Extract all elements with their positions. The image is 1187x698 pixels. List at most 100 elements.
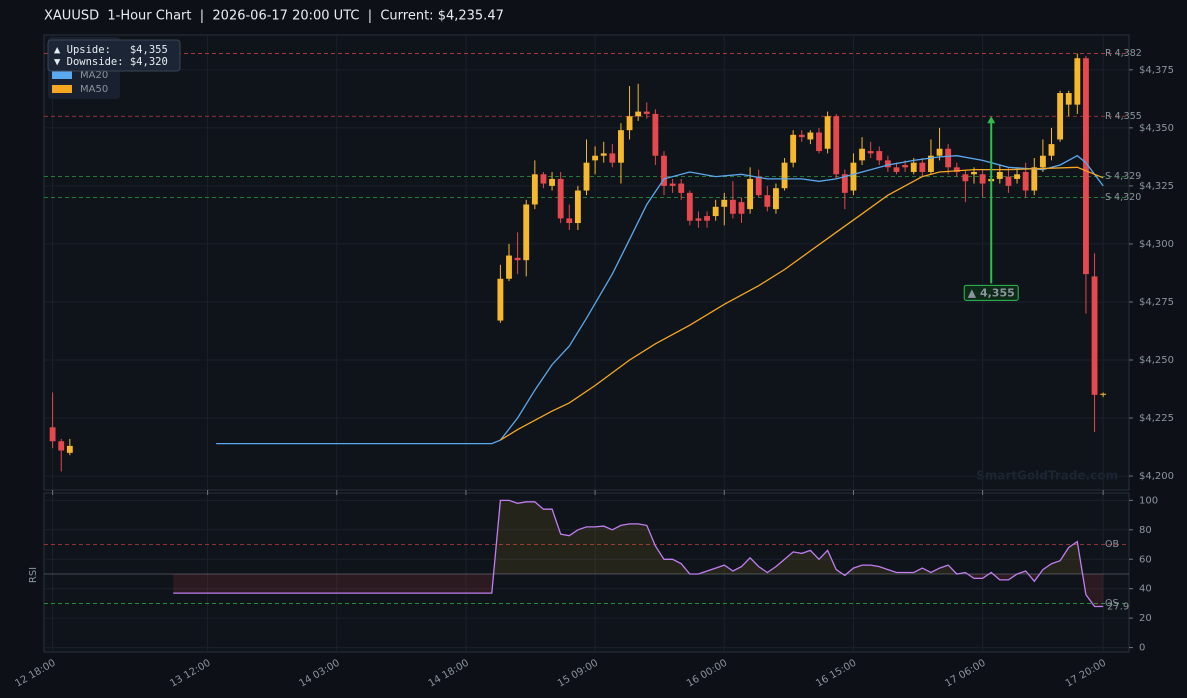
level-label: OS xyxy=(1105,598,1119,609)
rsi-fill-above xyxy=(493,500,1083,574)
candle-body xyxy=(635,111,642,117)
legend-label: MA20 xyxy=(80,70,108,81)
candle-body xyxy=(531,174,538,205)
candle-body xyxy=(798,134,805,138)
candle-body xyxy=(661,155,667,186)
candle-body xyxy=(549,178,555,186)
candle-body xyxy=(979,174,986,184)
y-tick-label: $4,375 xyxy=(1139,65,1174,76)
candle-body xyxy=(1065,93,1072,105)
candle-body xyxy=(1091,276,1098,395)
chart-title: XAUUSD 1-Hour Chart | 2026-06-17 20:00 U… xyxy=(44,9,504,24)
candle-body xyxy=(824,116,831,149)
y-tick-label: 60 xyxy=(1139,554,1152,565)
legend-swatch xyxy=(52,85,72,93)
y-tick-label: $4,250 xyxy=(1139,355,1174,366)
level-label: S 4,320 xyxy=(1105,192,1141,203)
rsi-last-label: 27.9 xyxy=(1107,602,1129,613)
candle-body xyxy=(583,162,590,191)
candle-body xyxy=(1039,155,1046,168)
candle-body xyxy=(686,192,693,221)
candle-body xyxy=(859,148,865,161)
candle-body xyxy=(704,216,710,221)
candle-body xyxy=(1022,171,1029,191)
y-tick-label: $4,300 xyxy=(1139,239,1174,250)
ma-line xyxy=(500,166,1104,441)
candle-body xyxy=(773,188,779,210)
candle-body xyxy=(609,153,616,163)
candle-body xyxy=(910,162,917,172)
candle-body xyxy=(729,199,736,214)
candle-body xyxy=(566,218,573,224)
candle-body xyxy=(833,116,840,175)
price-panel xyxy=(43,34,1130,491)
candle-body xyxy=(49,427,56,442)
candle-body xyxy=(695,218,702,221)
level-label: R 4,382 xyxy=(1105,48,1142,59)
candle-body xyxy=(1031,167,1038,191)
candle-body xyxy=(618,130,624,163)
y-axis-label: RSI xyxy=(28,567,39,583)
y-tick-label: 80 xyxy=(1139,525,1152,536)
candle-body xyxy=(540,174,547,184)
candle-body xyxy=(936,148,943,156)
candle-body xyxy=(1048,144,1055,156)
y-tick-label: $4,275 xyxy=(1139,297,1174,308)
candle-body xyxy=(514,257,521,261)
y-tick-label: 40 xyxy=(1139,584,1152,595)
candle-body xyxy=(712,206,719,217)
info-text: ▼ Downside: $4,320 xyxy=(54,56,168,68)
candle-body xyxy=(867,151,874,154)
candle-body xyxy=(971,171,977,175)
candle-body xyxy=(574,190,581,224)
candle-body xyxy=(678,183,685,193)
candle-body xyxy=(1100,393,1107,395)
level-label: OB xyxy=(1105,539,1119,550)
candle-body xyxy=(66,445,73,453)
candle-body xyxy=(996,171,1003,179)
candle-body xyxy=(850,162,857,191)
candle-body xyxy=(781,162,788,189)
candle-body xyxy=(953,167,960,172)
y-tick-label: $4,350 xyxy=(1139,123,1174,134)
candle-body xyxy=(962,174,969,182)
level-label: R 4,355 xyxy=(1105,111,1142,122)
legend-swatch xyxy=(52,71,72,79)
candle-body xyxy=(893,167,900,172)
annotation-label: ▲ 4,355 xyxy=(968,286,1015,299)
candle-body xyxy=(557,178,564,219)
candle-body xyxy=(643,111,650,114)
candle-body xyxy=(919,162,926,172)
candle-body xyxy=(592,155,599,161)
candle-body xyxy=(884,160,891,168)
candle-body xyxy=(523,204,530,261)
candle-body xyxy=(841,174,848,193)
legend-label: MA50 xyxy=(80,84,108,95)
ma-line xyxy=(216,154,1104,445)
candle-body xyxy=(721,199,728,207)
annotation-box xyxy=(963,284,1019,301)
y-tick-label: 100 xyxy=(1139,495,1158,506)
candle-body xyxy=(1074,58,1081,105)
candle-body xyxy=(747,178,754,210)
y-tick-label: 20 xyxy=(1139,613,1152,624)
candle-body xyxy=(902,165,909,168)
rsi-line xyxy=(173,499,1104,608)
candle-body xyxy=(816,132,822,152)
rsi-fill-below xyxy=(173,573,1104,607)
candle-body xyxy=(1057,93,1064,140)
candle-body xyxy=(669,183,676,186)
candle-body xyxy=(945,148,952,168)
candle-body xyxy=(928,155,934,172)
y-tick-label: $4,325 xyxy=(1139,181,1174,192)
candle-body xyxy=(652,113,659,156)
y-tick-label: $4,200 xyxy=(1139,471,1174,482)
level-label: S 4,329 xyxy=(1105,171,1141,182)
candle-body xyxy=(755,176,762,196)
annotation-arrowhead xyxy=(987,116,996,124)
candle-body xyxy=(764,195,771,207)
y-tick-label: 0 xyxy=(1139,643,1145,654)
info-text: ▲ Upside: $4,355 xyxy=(54,44,168,56)
candle-body xyxy=(58,441,65,451)
